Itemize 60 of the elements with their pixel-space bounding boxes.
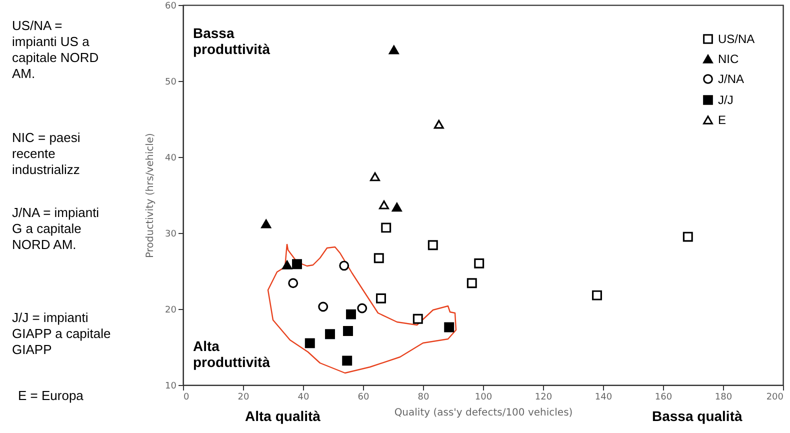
point — [357, 303, 368, 314]
x-tick-label: 20 — [238, 392, 250, 402]
point — [261, 219, 272, 228]
point — [339, 260, 350, 271]
point — [376, 293, 386, 304]
text: NIC = paesi recente industrializz — [12, 130, 82, 178]
annotation: Alta produttività — [193, 338, 271, 370]
point — [412, 314, 423, 324]
y-axis-title: Productivity (hrs/vehicle) — [145, 132, 156, 258]
text: Alta qualità — [245, 408, 320, 424]
x-tick-label: 120 — [534, 392, 552, 402]
x-tick-label: 80 — [418, 392, 430, 402]
x-tick-label: 60 — [358, 392, 370, 402]
legend-label: US/NA — [718, 32, 755, 46]
point — [392, 202, 402, 212]
point — [444, 322, 454, 332]
point — [292, 259, 302, 270]
x-tick-label: 200 — [766, 392, 784, 402]
x-tick-label: 140 — [594, 392, 612, 402]
x-tick-label: 100 — [474, 392, 492, 402]
point — [304, 338, 315, 348]
point — [374, 253, 384, 264]
annotation: Bassa produttività — [193, 25, 271, 57]
x-tick-label: 0 — [184, 392, 190, 402]
point — [342, 356, 352, 366]
point — [434, 120, 444, 129]
point — [343, 326, 353, 336]
y-tick-label: 60 — [165, 2, 177, 12]
text: US/NA = impianti US a capitale NORD AM. — [12, 18, 100, 82]
point — [318, 302, 328, 312]
x-tick-label: 180 — [714, 392, 732, 402]
text: J/NA = impianti G a capitale NORD AM. — [12, 205, 100, 253]
text: J/J = impianti GIAPP a capitale GIAPP — [12, 310, 112, 358]
point — [370, 172, 380, 182]
y-tick-label: 10 — [165, 382, 177, 392]
legend-label: E — [718, 113, 726, 127]
point — [288, 278, 298, 288]
point — [474, 258, 484, 268]
point — [325, 329, 335, 340]
point — [592, 290, 602, 300]
legend-label: NIC — [718, 52, 739, 66]
point — [381, 222, 392, 233]
x-tick-label: 40 — [298, 392, 310, 402]
point — [388, 45, 399, 54]
y-tick-label: 30 — [165, 230, 177, 240]
text: E = Europa — [18, 388, 84, 404]
point — [346, 309, 356, 320]
text: Bassa qualità — [652, 408, 742, 424]
point — [379, 200, 389, 210]
x-axis-title: Quality (ass'y defects/100 vehicles) — [394, 408, 573, 418]
y-tick-label: 50 — [165, 78, 177, 88]
y-tick-label: 20 — [165, 306, 177, 316]
point — [282, 260, 292, 270]
legend-label: J/NA — [718, 72, 744, 86]
y-tick-label: 40 — [165, 154, 177, 164]
x-tick-label: 160 — [654, 392, 672, 402]
legend-label: J/J — [718, 93, 734, 107]
point — [428, 240, 438, 250]
point — [466, 278, 477, 288]
point — [682, 232, 693, 242]
